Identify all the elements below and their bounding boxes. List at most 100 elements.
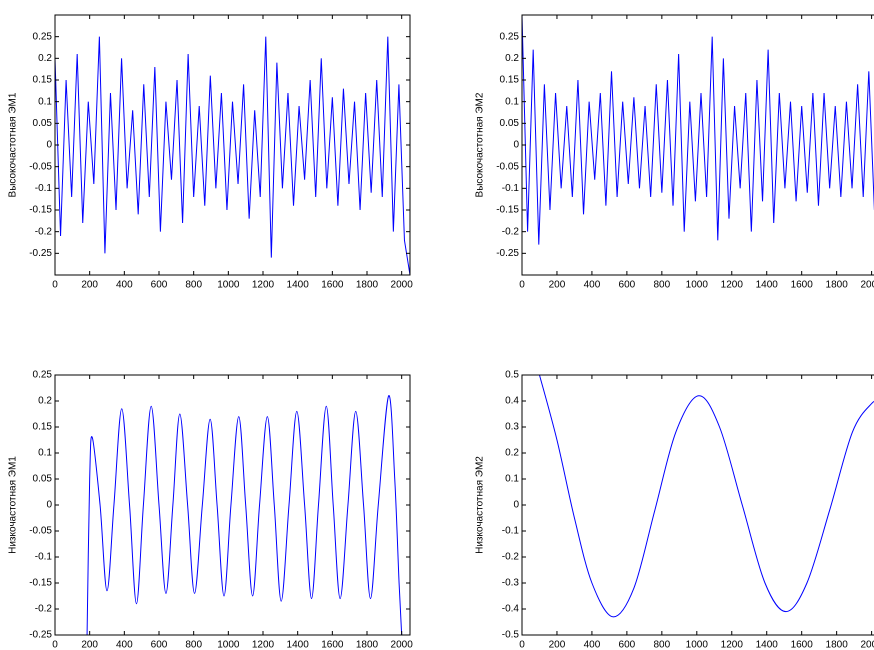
y-tick-label: 0.15 — [33, 422, 53, 433]
y-tick-label: -0.05 — [29, 526, 52, 537]
y-axis-label: Низкочастотная ЭМ2 — [475, 456, 486, 554]
subplot: -0.25 -0.2 -0.15 -0.1 -0.05 0 0.05 0.1 0.15 0.2 0.… — [8, 14, 414, 291]
x-tick-label: 1600 — [791, 280, 814, 291]
y-tick-label: 0.05 — [33, 474, 53, 485]
x-tick-label: 200 — [549, 280, 566, 291]
y-tick-label: -0.15 — [29, 205, 52, 216]
x-tick-label: 400 — [584, 640, 601, 650]
x-tick-label: 1000 — [686, 280, 709, 291]
y-tick-label: -0.2 — [35, 226, 53, 237]
x-tick-label: 600 — [619, 280, 636, 291]
y-tick-label: 0.1 — [38, 448, 52, 459]
y-tick-label: 0 — [46, 140, 52, 151]
x-tick-label: 600 — [151, 640, 168, 650]
x-tick-label: 0 — [52, 640, 58, 650]
x-tick-label: 1800 — [826, 280, 849, 291]
y-tick-label: -0.15 — [29, 578, 52, 589]
data-line — [55, 36, 410, 275]
y-tick-label: 0.2 — [38, 396, 52, 407]
y-axis-label: Высокочастотная ЭМ1 — [8, 92, 19, 197]
y-axis-label: Высокочастотная ЭМ2 — [475, 92, 486, 197]
x-tick-label: 800 — [654, 280, 671, 291]
x-tick-label: 800 — [185, 280, 202, 291]
x-tick-label: 1600 — [321, 280, 344, 291]
x-tick-label: 2000 — [860, 280, 874, 291]
x-tick-label: 400 — [116, 280, 133, 291]
y-tick-label: -0.25 — [29, 630, 52, 641]
y-tick-label: 0.1 — [505, 96, 519, 107]
x-tick-label: 1000 — [217, 280, 240, 291]
y-tick-label: 0.2 — [38, 53, 52, 64]
x-tick-label: 800 — [654, 640, 671, 650]
subplot: -0.5 -0.4 -0.3 -0.2 -0.1 0 0.1 0.2 0.3 0.4 0.5 0 200… — [475, 370, 874, 650]
y-tick-label: 0.2 — [505, 53, 519, 64]
x-tick-label: 1400 — [287, 640, 310, 650]
y-tick-label: 0.15 — [500, 75, 520, 86]
y-tick-label: 0 — [513, 140, 519, 151]
data-line — [86, 395, 403, 635]
x-tick-label: 200 — [81, 280, 98, 291]
plot-area — [55, 36, 410, 275]
y-tick-label: 0.4 — [505, 396, 519, 407]
y-tick-label: 0.5 — [505, 370, 519, 381]
x-tick-label: 1600 — [791, 640, 814, 650]
x-tick-label: 400 — [116, 640, 133, 650]
x-tick-label: 0 — [519, 640, 525, 650]
y-tick-label: -0.1 — [502, 183, 520, 194]
y-tick-label: -0.2 — [35, 604, 53, 615]
y-tick-label: -0.3 — [502, 578, 520, 589]
x-tick-label: 1800 — [356, 280, 379, 291]
y-tick-label: -0.15 — [496, 205, 519, 216]
y-tick-label: -0.25 — [29, 248, 52, 259]
x-tick-label: 1200 — [252, 640, 275, 650]
y-tick-label: -0.1 — [502, 526, 520, 537]
x-tick-label: 0 — [519, 280, 525, 291]
y-tick-label: -0.4 — [502, 604, 520, 615]
x-tick-label: 200 — [549, 640, 566, 650]
x-tick-label: 2000 — [391, 640, 414, 650]
x-tick-label: 1600 — [321, 640, 344, 650]
y-tick-label: 0 — [46, 500, 52, 511]
data-line — [538, 375, 874, 618]
x-tick-label: 1200 — [252, 280, 275, 291]
y-tick-label: 0.05 — [500, 118, 520, 129]
y-tick-label: -0.05 — [29, 161, 52, 172]
subplot: -0.25 -0.2 -0.15 -0.1 -0.05 0 0.05 0.1 0.15 0.2 0.… — [8, 370, 414, 650]
plot-background — [55, 15, 410, 275]
x-tick-label: 400 — [584, 280, 601, 291]
x-tick-label: 800 — [185, 640, 202, 650]
plot-area — [538, 375, 874, 618]
y-axis-label: Низкочастотная ЭМ1 — [8, 456, 19, 554]
x-tick-label: 2000 — [391, 280, 414, 291]
x-tick-label: 1000 — [217, 640, 240, 650]
x-tick-label: 2000 — [860, 640, 874, 650]
plot-area — [86, 395, 403, 635]
y-tick-label: 0.2 — [505, 448, 519, 459]
y-tick-label: 0.3 — [505, 422, 519, 433]
x-tick-label: 600 — [151, 280, 168, 291]
y-tick-label: -0.2 — [502, 552, 520, 563]
y-tick-label: 0.25 — [33, 31, 53, 42]
y-tick-label: 0.1 — [505, 474, 519, 485]
y-tick-label: 0.1 — [38, 96, 52, 107]
y-tick-label: -0.25 — [496, 248, 519, 259]
x-tick-label: 1800 — [356, 640, 379, 650]
x-tick-label: 1200 — [721, 640, 744, 650]
y-tick-label: 0.25 — [500, 31, 520, 42]
x-tick-label: 1400 — [756, 640, 779, 650]
x-tick-label: 200 — [81, 640, 98, 650]
subplot: -0.25 -0.2 -0.15 -0.1 -0.05 0 0.05 0.1 0.15 0.2 0.… — [475, 14, 874, 291]
y-tick-label: -0.1 — [35, 183, 53, 194]
x-tick-label: 1200 — [721, 280, 744, 291]
y-tick-label: 0.15 — [33, 75, 53, 86]
x-tick-label: 1800 — [826, 640, 849, 650]
x-tick-label: 1400 — [756, 280, 779, 291]
y-tick-label: 0.05 — [33, 118, 53, 129]
data-line — [522, 15, 874, 245]
y-tick-label: -0.5 — [502, 630, 520, 641]
y-tick-label: -0.1 — [35, 552, 53, 563]
y-tick-label: -0.2 — [502, 226, 520, 237]
x-tick-label: 600 — [619, 640, 636, 650]
x-tick-label: 1400 — [287, 280, 310, 291]
